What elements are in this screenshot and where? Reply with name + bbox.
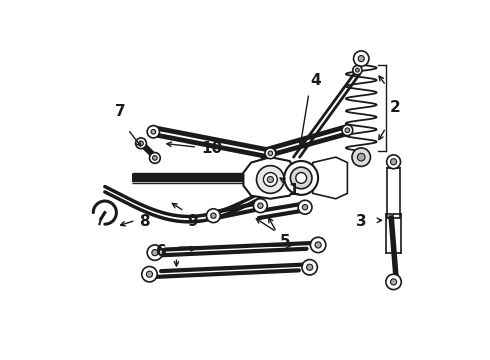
Text: 2: 2 <box>390 100 400 115</box>
Text: 7: 7 <box>115 104 125 119</box>
Circle shape <box>206 209 220 222</box>
Text: 1: 1 <box>288 183 298 198</box>
Circle shape <box>302 204 308 210</box>
Circle shape <box>149 153 160 163</box>
Circle shape <box>152 249 158 256</box>
Circle shape <box>265 148 276 159</box>
Circle shape <box>391 159 397 165</box>
Circle shape <box>353 66 362 75</box>
Circle shape <box>391 279 397 285</box>
Circle shape <box>302 260 318 275</box>
Circle shape <box>264 172 277 186</box>
Text: 10: 10 <box>201 141 222 156</box>
Circle shape <box>147 245 163 260</box>
Circle shape <box>342 125 353 136</box>
Circle shape <box>268 176 273 183</box>
Polygon shape <box>244 157 297 199</box>
Circle shape <box>257 166 284 193</box>
Circle shape <box>147 126 160 138</box>
Circle shape <box>253 199 268 213</box>
Circle shape <box>354 51 369 66</box>
Circle shape <box>357 153 365 161</box>
Polygon shape <box>313 157 347 199</box>
Circle shape <box>142 266 157 282</box>
Text: 9: 9 <box>187 214 198 229</box>
Text: 4: 4 <box>311 73 321 88</box>
Circle shape <box>345 128 350 132</box>
Circle shape <box>152 156 157 160</box>
Circle shape <box>268 151 273 156</box>
Circle shape <box>147 271 152 277</box>
Circle shape <box>386 274 401 289</box>
Circle shape <box>151 130 156 134</box>
Circle shape <box>315 242 321 248</box>
Circle shape <box>358 55 365 62</box>
Circle shape <box>298 200 312 214</box>
Text: 3: 3 <box>356 214 367 229</box>
Circle shape <box>311 237 326 253</box>
Circle shape <box>211 213 216 219</box>
Circle shape <box>284 161 318 195</box>
Circle shape <box>139 141 143 145</box>
Circle shape <box>352 148 370 166</box>
Text: 8: 8 <box>140 214 150 229</box>
Circle shape <box>355 68 359 72</box>
Circle shape <box>258 203 263 208</box>
Circle shape <box>136 138 147 149</box>
Circle shape <box>296 172 307 183</box>
Text: 6: 6 <box>156 244 167 258</box>
Text: 5: 5 <box>280 234 290 249</box>
Circle shape <box>291 167 312 189</box>
Circle shape <box>387 155 400 169</box>
Circle shape <box>307 264 313 270</box>
